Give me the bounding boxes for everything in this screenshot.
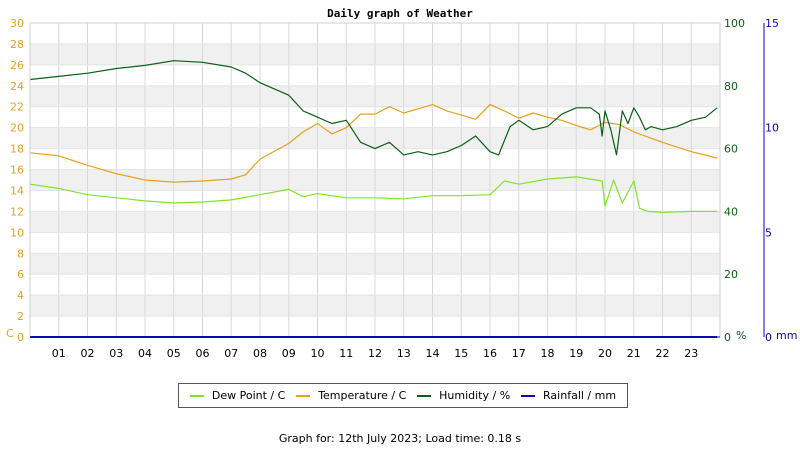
x-tick-label: 18 [541, 347, 555, 360]
x-tick-label: 03 [109, 347, 123, 360]
y-right2-tick-label: 5 [765, 226, 772, 239]
x-tick-label: 19 [569, 347, 583, 360]
y-left-tick-label: 30 [10, 17, 24, 30]
x-tick-label: 20 [598, 347, 612, 360]
legend-item-humidity: Humidity / % [417, 389, 510, 402]
x-tick-label: 09 [282, 347, 296, 360]
x-tick-label: 08 [253, 347, 267, 360]
legend-label-temperature: Temperature / C [318, 389, 407, 402]
footer-info: Graph for: 12th July 2023; Load time: 0.… [278, 432, 522, 445]
x-tick-label: 06 [196, 347, 210, 360]
y-right2-tick-label: 0 [765, 331, 772, 344]
y-left-tick-label: 24 [10, 80, 24, 93]
chart-title: Daily graph of Weather [327, 7, 473, 20]
x-tick-label: 23 [684, 347, 698, 360]
x-tick-label: 12 [368, 347, 382, 360]
x-tick-label: 07 [224, 347, 238, 360]
series-line-temperature [29, 104, 718, 183]
y-left-tick-label: 14 [10, 184, 24, 197]
x-tick-label: 04 [138, 347, 152, 360]
left-unit-label: C [6, 327, 14, 340]
y-left-tick-label: 20 [10, 122, 24, 135]
legend-swatch-temperature [296, 394, 311, 397]
x-tick-label: 02 [81, 347, 95, 360]
y-left-tick-label: 12 [10, 205, 24, 218]
y-left-tick-label: 18 [10, 143, 24, 156]
tick-labels: 0246810121416182022242628300204060801000… [10, 17, 779, 360]
legend-item-temperature: Temperature / C [296, 389, 406, 402]
right1-unit-label: % [736, 329, 746, 342]
legend-item-rainfall: Rainfall / mm [521, 389, 616, 402]
y-right1-tick-label: 20 [724, 268, 738, 281]
y-right1-tick-label: 60 [724, 143, 738, 156]
vertical-grid [30, 22, 720, 338]
x-tick-label: 14 [426, 347, 440, 360]
series-line-dew-point [29, 176, 718, 213]
y-left-tick-label: 0 [17, 331, 24, 344]
y-left-tick-label: 16 [10, 164, 24, 177]
x-tick-label: 15 [454, 347, 468, 360]
legend-label-rainfall: Rainfall / mm [543, 389, 617, 402]
legend-swatch-humidity [417, 394, 432, 397]
x-tick-label: 13 [397, 347, 411, 360]
y-left-tick-label: 4 [17, 289, 24, 302]
x-tick-label: 11 [339, 347, 353, 360]
y-left-tick-label: 8 [17, 247, 24, 260]
legend-swatch-dew-point [189, 394, 204, 397]
y-left-tick-label: 28 [10, 38, 24, 51]
y-left-tick-label: 6 [17, 268, 24, 281]
y-right2-tick-label: 10 [765, 122, 779, 135]
x-tick-label: 22 [656, 347, 670, 360]
x-tick-label: 01 [52, 347, 66, 360]
x-tick-label: 10 [311, 347, 325, 360]
y-left-tick-label: 2 [17, 310, 24, 323]
x-tick-label: 16 [483, 347, 497, 360]
y-right1-tick-label: 80 [724, 80, 738, 93]
y-right1-tick-label: 40 [724, 205, 738, 218]
legend-label-dew-point: Dew Point / C [211, 389, 286, 402]
legend: Dew Point / C Temperature / C Humidity /… [178, 383, 628, 408]
y-left-tick-label: 26 [10, 59, 24, 72]
y-right1-tick-label: 0 [724, 331, 731, 344]
legend-swatch-rainfall [521, 394, 536, 397]
y-right2-tick-label: 15 [765, 17, 779, 30]
legend-item-dew-point: Dew Point / C [189, 389, 286, 402]
axes [29, 22, 765, 338]
x-tick-label: 21 [627, 347, 641, 360]
y-right1-tick-label: 100 [724, 17, 745, 30]
x-tick-label: 05 [167, 347, 181, 360]
y-left-tick-label: 22 [10, 101, 24, 114]
right2-unit-label: mm [776, 329, 797, 342]
series-line-humidity [29, 60, 718, 156]
y-left-tick-label: 10 [10, 226, 24, 239]
x-tick-label: 17 [512, 347, 526, 360]
legend-label-humidity: Humidity / % [439, 389, 511, 402]
